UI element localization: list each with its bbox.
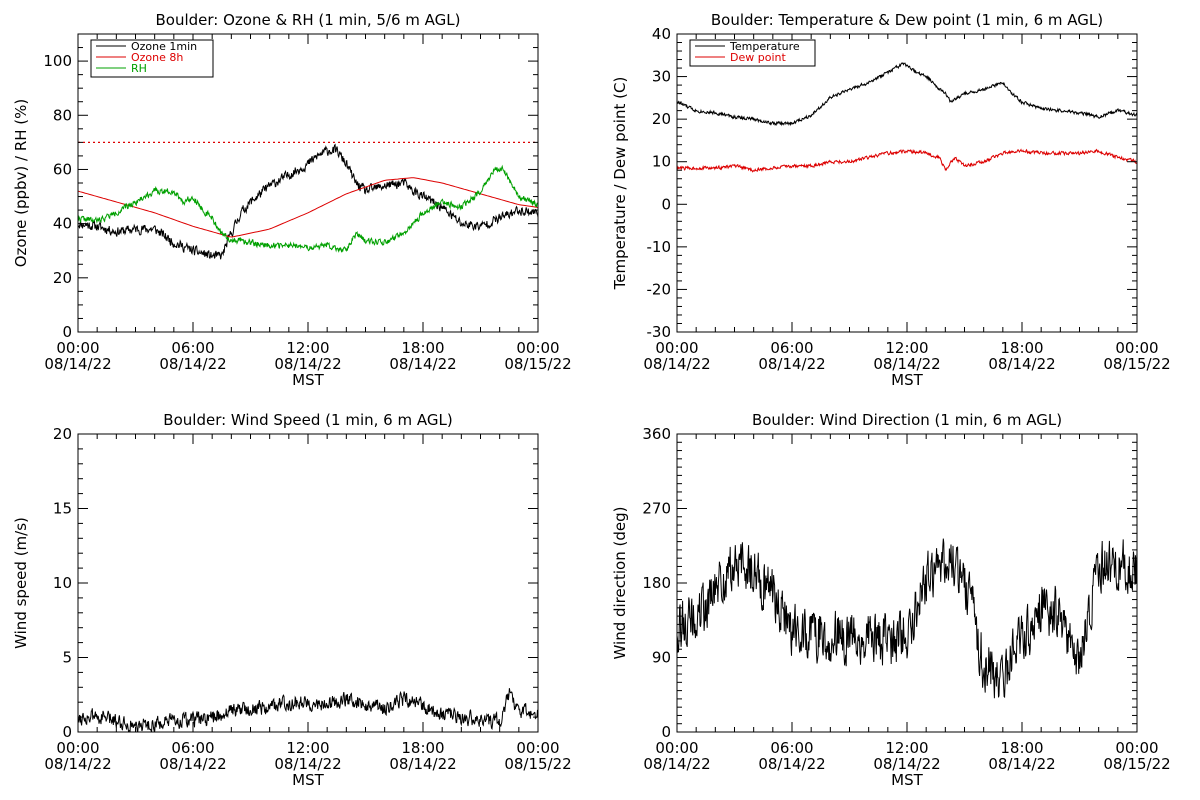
x-tick-label-time: 00:00 [655,339,698,357]
series-line-temperature [677,62,1137,127]
x-tick-label-date: 08/15/22 [1103,755,1170,773]
x-axis-label: MST [292,371,324,389]
y-tick-label: 0 [62,723,72,741]
y-tick-label: 20 [53,269,72,287]
y-axis-label: Ozone (ppbv) / RH (%) [12,99,30,268]
x-tick-label-time: 00:00 [516,339,559,357]
legend-label: Ozone 1min [131,40,197,53]
x-tick-label-time: 06:00 [770,739,813,757]
x-tick-label-time: 18:00 [401,739,444,757]
chart-title: Boulder: Temperature & Dew point (1 min,… [711,11,1103,29]
x-tick-label-time: 00:00 [655,739,698,757]
chart-temp-dew: Boulder: Temperature & Dew point (1 min,… [611,11,1171,389]
y-tick-label: 20 [53,425,72,443]
x-tick-label-time: 00:00 [56,739,99,757]
x-tick-label-date: 08/15/22 [1103,355,1170,373]
x-tick-label-date: 08/14/22 [643,755,710,773]
y-tick-label: 180 [642,574,671,592]
chart-wind-dir: Boulder: Wind Direction (1 min, 6 m AGL)… [611,411,1171,789]
x-tick-label-time: 18:00 [1000,339,1043,357]
chart-ozone-rh: Boulder: Ozone & RH (1 min, 5/6 m AGL) Oz… [12,11,572,389]
x-tick-label-date: 08/14/22 [159,355,226,373]
x-tick-label-date: 08/14/22 [758,355,825,373]
legend-box [689,39,816,67]
x-tick-label-time: 18:00 [1000,739,1043,757]
x-tick-label-date: 08/15/22 [504,355,571,373]
series-line-rh [78,164,538,253]
y-tick-label: 360 [642,425,671,443]
legend-label: RH [131,62,147,75]
x-tick-label-time: 06:00 [171,739,214,757]
x-tick-label-time: 12:00 [885,339,928,357]
x-tick-label-date: 08/14/22 [873,355,940,373]
y-tick-label: 100 [43,52,72,70]
x-tick-label-time: 12:00 [286,339,329,357]
x-axis-label: MST [292,771,324,789]
x-axis-label: MST [891,771,923,789]
x-tick-label-date: 08/14/22 [643,355,710,373]
y-tick-label: 60 [53,160,72,178]
y-tick-label: -30 [647,323,672,341]
x-tick-label-time: 18:00 [401,339,444,357]
y-tick-label: 15 [53,500,72,518]
legend-label: Temperature [729,40,800,53]
x-tick-label-time: 00:00 [56,339,99,357]
plot-frame [77,433,539,733]
series-line-wind-dir [677,538,1137,699]
y-tick-label: 10 [652,153,671,171]
x-tick-label-date: 08/14/22 [873,755,940,773]
chart-title: Boulder: Wind Speed (1 min, 6 m AGL) [163,411,452,429]
x-tick-label-time: 06:00 [770,339,813,357]
y-tick-label: 20 [652,110,671,128]
y-tick-label: 30 [652,68,671,86]
y-tick-label: 40 [652,25,671,43]
y-tick-label: 40 [53,215,72,233]
y-axis-label: Wind direction (deg) [611,507,629,660]
x-tick-label-date: 08/15/22 [504,755,571,773]
y-tick-label: 0 [62,323,72,341]
legend-label: Dew point [730,51,786,64]
series-line-dew-point [677,148,1137,173]
y-axis-label: Wind speed (m/s) [12,517,30,649]
y-tick-label: 80 [53,106,72,124]
plot-frame [676,33,1138,333]
x-tick-label-time: 06:00 [171,339,214,357]
y-tick-label: 90 [652,649,671,667]
y-axis-label: Temperature / Dew point (C) [611,77,629,291]
y-tick-label: 10 [53,574,72,592]
plot-frame [77,33,539,333]
series-line-ozone-8h [78,177,538,238]
y-tick-label: -20 [647,280,672,298]
chart-wind-speed: Boulder: Wind Speed (1 min, 6 m AGL) Wind… [12,411,572,789]
x-tick-label-date: 08/14/22 [44,355,111,373]
x-tick-label-date: 08/14/22 [389,755,456,773]
x-tick-label-date: 08/14/22 [389,355,456,373]
chart-title: Boulder: Wind Direction (1 min, 6 m AGL) [752,411,1062,429]
y-tick-label: 270 [642,500,671,518]
x-axis-label: MST [891,371,923,389]
series-line-ozone-1min [78,143,538,260]
x-tick-label-date: 08/14/22 [988,355,1055,373]
x-tick-label-time: 00:00 [1115,339,1158,357]
y-tick-label: 5 [62,649,72,667]
x-tick-label-time: 00:00 [516,739,559,757]
x-tick-label-time: 00:00 [1115,739,1158,757]
legend-label: Ozone 8h [131,51,183,64]
x-tick-label-date: 08/14/22 [274,355,341,373]
x-tick-label-date: 08/14/22 [758,755,825,773]
y-tick-label: -10 [647,238,672,256]
x-tick-label-date: 08/14/22 [988,755,1055,773]
chart-title: Boulder: Ozone & RH (1 min, 5/6 m AGL) [155,11,460,29]
y-tick-label: 0 [661,195,671,213]
x-tick-label-date: 08/14/22 [44,755,111,773]
y-tick-label: 0 [661,723,671,741]
x-tick-label-time: 12:00 [885,739,928,757]
x-tick-label-time: 12:00 [286,739,329,757]
x-tick-label-date: 08/14/22 [274,755,341,773]
x-tick-label-date: 08/14/22 [159,755,226,773]
